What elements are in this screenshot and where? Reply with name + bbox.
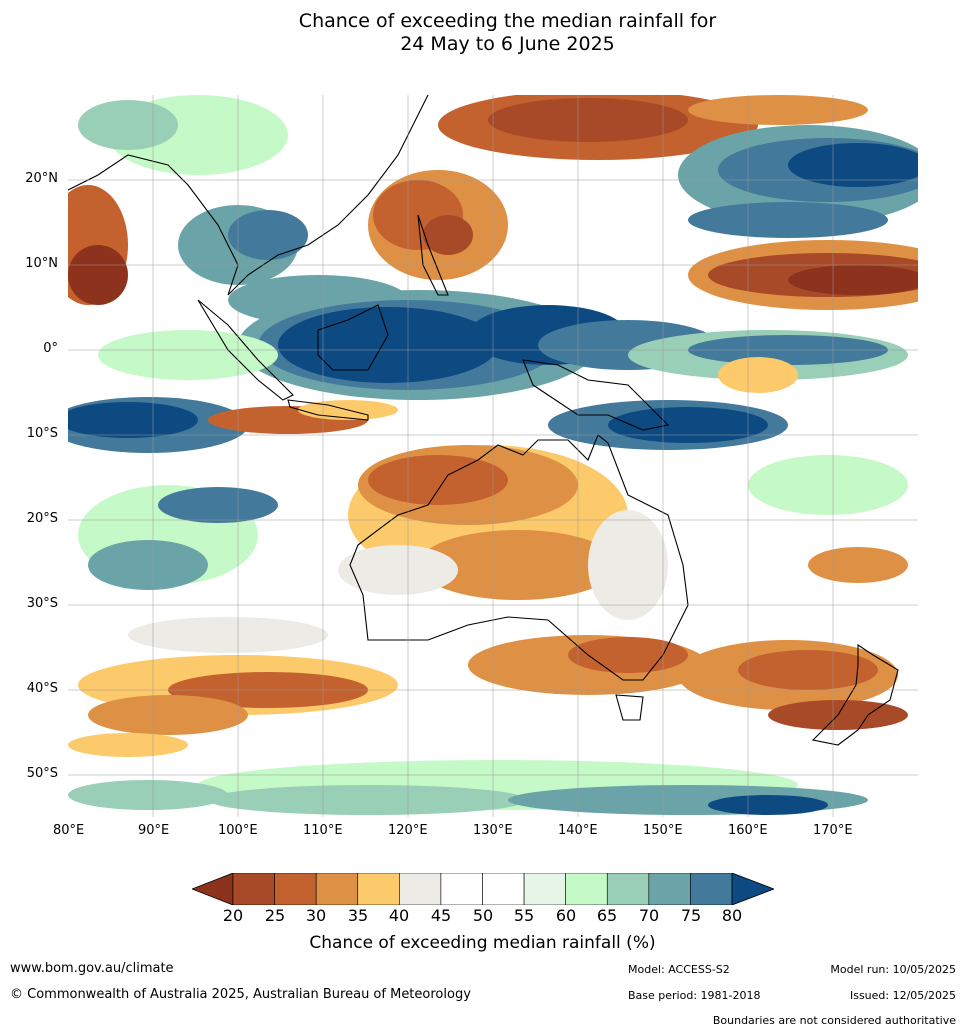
model-text: Model: ACCESS-S2 bbox=[628, 963, 730, 976]
java-coastline bbox=[287, 399, 369, 421]
colorbar-cell bbox=[606, 873, 650, 905]
colorbar-cell bbox=[315, 873, 359, 905]
issued-text: Issued: 12/05/2025 bbox=[849, 989, 956, 1002]
colorbar-tick: 55 bbox=[513, 906, 535, 925]
rainfall-map bbox=[68, 95, 918, 817]
colorbar-cell bbox=[357, 873, 400, 905]
map-canvas bbox=[68, 95, 918, 817]
disclaimer-text: Boundaries are not considered authoritat… bbox=[712, 1014, 956, 1027]
colorbar-over-arrow bbox=[731, 873, 774, 905]
title-line-1: Chance of exceeding the median rainfall … bbox=[298, 10, 717, 32]
colorbar-tick: 65 bbox=[596, 906, 618, 925]
lat-label: 20°S bbox=[26, 511, 58, 526]
colorbar-cell bbox=[690, 873, 733, 905]
colorbar-cell bbox=[648, 873, 691, 905]
colorbar-label: Chance of exceeding median rainfall (%) bbox=[309, 933, 656, 953]
lon-label: 110°E bbox=[303, 823, 343, 838]
lon-label: 90°E bbox=[138, 823, 170, 838]
lat-label: 50°S bbox=[26, 766, 58, 781]
lat-label: 10°S bbox=[26, 426, 58, 441]
colorbar-tick: 50 bbox=[472, 906, 494, 925]
website-text: www.bom.gov.au/climate bbox=[10, 961, 174, 976]
colorbar-cell bbox=[274, 873, 317, 905]
lon-label: 100°E bbox=[218, 823, 258, 838]
model-run-text: Model run: 10/05/2025 bbox=[830, 963, 956, 976]
colorbar-tick: 60 bbox=[555, 906, 577, 925]
colorbar-cell bbox=[399, 873, 442, 905]
colorbar-tick: 30 bbox=[305, 906, 327, 925]
lon-label: 170°E bbox=[813, 823, 853, 838]
colorbar-tick: 35 bbox=[347, 906, 369, 925]
lon-label: 120°E bbox=[388, 823, 428, 838]
lat-label: 30°S bbox=[26, 596, 58, 611]
copyright-text: © Commonwealth of Australia 2025, Austra… bbox=[10, 987, 471, 1002]
colorbar-tick: 70 bbox=[638, 906, 660, 925]
lat-label: 20°N bbox=[25, 171, 58, 186]
colorbar-tick: 25 bbox=[264, 906, 286, 925]
lon-label: 140°E bbox=[558, 823, 598, 838]
colorbar-tick: 45 bbox=[430, 906, 452, 925]
rainfall-anomaly-fields bbox=[68, 95, 918, 815]
colorbar-cell bbox=[482, 873, 525, 905]
colorbar-tick: 80 bbox=[721, 906, 743, 925]
sumatra-coastline bbox=[197, 299, 294, 401]
chart-title: Chance of exceeding the median rainfall … bbox=[0, 10, 965, 56]
colorbar-tick: 40 bbox=[388, 906, 410, 925]
borneo-coastline bbox=[317, 304, 389, 371]
colorbar-tick: 75 bbox=[680, 906, 702, 925]
lon-label: 160°E bbox=[728, 823, 768, 838]
colorbar-cell bbox=[440, 873, 483, 905]
australia-coastline bbox=[349, 434, 689, 681]
new-zealand-coastline bbox=[811, 643, 899, 746]
colorbar-cell bbox=[565, 873, 608, 905]
title-line-2: 24 May to 6 June 2025 bbox=[400, 33, 615, 55]
lat-label: 0° bbox=[43, 341, 58, 356]
colorbar-under-arrow bbox=[192, 873, 234, 905]
lat-label: 40°S bbox=[26, 681, 58, 696]
lon-label: 150°E bbox=[643, 823, 683, 838]
lat-label: 10°N bbox=[25, 256, 58, 271]
lon-label: 130°E bbox=[473, 823, 513, 838]
colorbar-cell bbox=[232, 873, 275, 905]
colorbar bbox=[192, 873, 774, 905]
graticule bbox=[68, 95, 918, 817]
colorbar-tick: 20 bbox=[222, 906, 244, 925]
colorbar-cell bbox=[523, 873, 566, 905]
base-period-text: Base period: 1981-2018 bbox=[628, 989, 761, 1002]
tasmania-coastline bbox=[615, 694, 644, 721]
lon-label: 80°E bbox=[53, 823, 85, 838]
